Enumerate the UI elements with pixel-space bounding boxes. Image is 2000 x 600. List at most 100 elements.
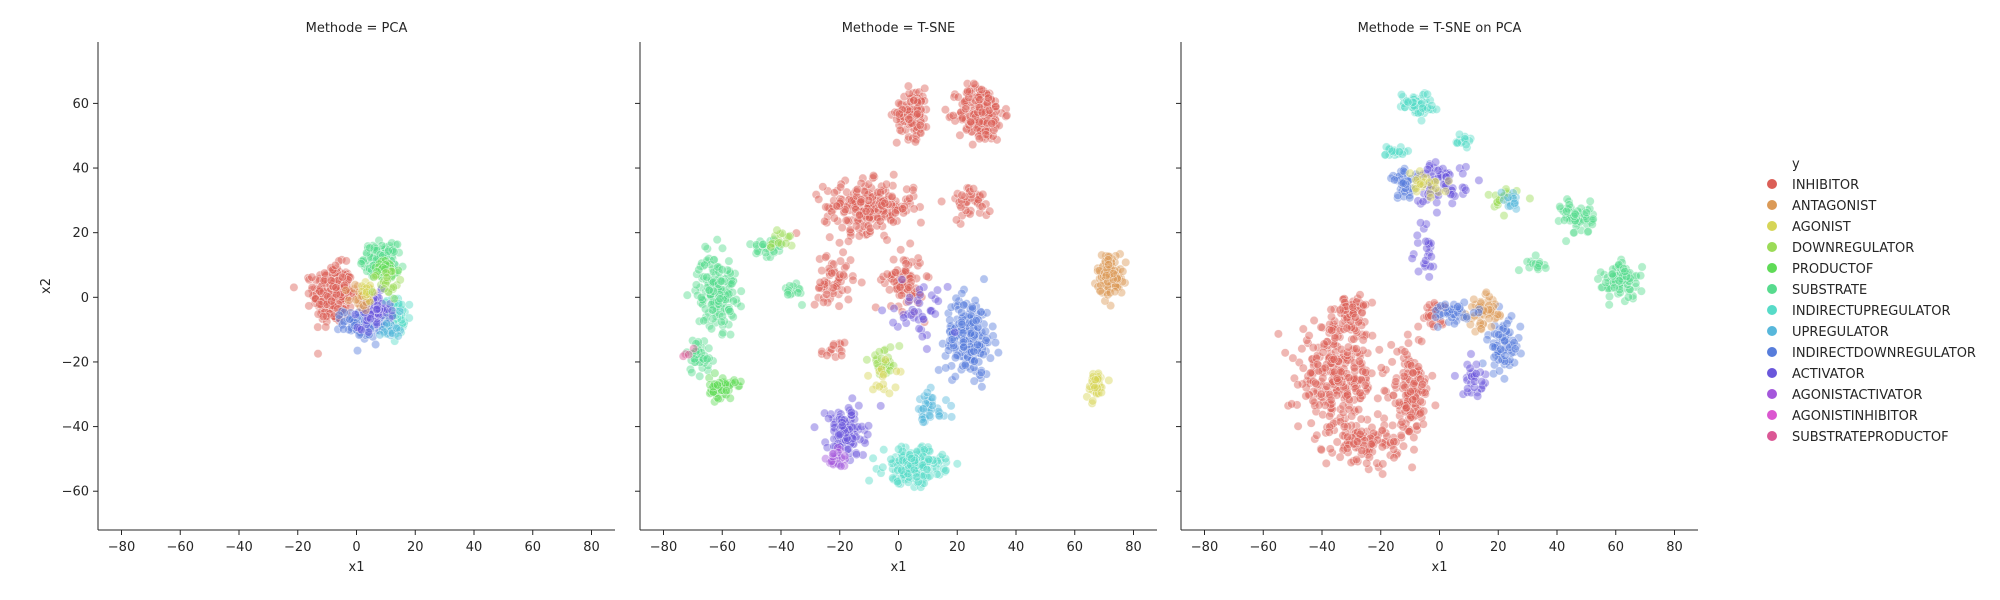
data-point <box>1418 197 1428 207</box>
data-point <box>1373 409 1383 419</box>
data-point <box>880 355 890 365</box>
data-point <box>1450 371 1460 381</box>
data-point <box>888 318 898 328</box>
data-point <box>1581 208 1591 218</box>
data-point <box>1431 183 1441 193</box>
data-point <box>374 236 384 246</box>
data-point <box>914 298 924 308</box>
data-point <box>864 476 874 486</box>
data-point <box>338 324 348 334</box>
y-tick-label: −20 <box>62 355 89 370</box>
data-point <box>1541 263 1551 273</box>
data-point <box>1473 391 1483 401</box>
data-point <box>1378 459 1388 469</box>
data-point <box>1327 325 1337 335</box>
data-point <box>1403 97 1413 107</box>
data-point <box>1412 230 1422 240</box>
data-point <box>304 301 314 311</box>
data-point <box>1298 363 1308 373</box>
data-point <box>1496 344 1506 354</box>
data-point <box>1614 276 1624 286</box>
data-point <box>977 382 987 392</box>
data-point <box>1308 343 1318 353</box>
data-point <box>341 256 351 266</box>
data-point <box>837 350 847 360</box>
legend-marker <box>1767 368 1777 378</box>
data-point <box>1090 375 1100 385</box>
data-point <box>1398 178 1408 188</box>
data-point <box>886 454 896 464</box>
data-point <box>895 125 905 135</box>
data-point <box>356 259 366 269</box>
data-point <box>961 104 971 114</box>
data-point <box>708 314 718 324</box>
data-point <box>1339 422 1349 432</box>
data-point <box>943 282 953 292</box>
data-point <box>694 265 704 275</box>
data-point <box>1593 274 1603 284</box>
legend-marker <box>1767 347 1777 357</box>
data-point <box>736 286 746 296</box>
data-point <box>379 284 389 294</box>
data-point <box>1430 400 1440 410</box>
data-point <box>884 388 894 398</box>
data-point <box>821 252 831 262</box>
data-point <box>1433 322 1443 332</box>
data-point <box>1335 452 1345 462</box>
points-layer <box>289 236 414 359</box>
data-point <box>829 213 839 223</box>
data-point <box>974 117 984 127</box>
data-point <box>1394 397 1404 407</box>
data-point <box>1378 469 1388 479</box>
data-point <box>365 243 375 253</box>
data-point <box>702 354 712 364</box>
data-point <box>1605 291 1615 301</box>
data-point <box>888 217 898 227</box>
data-point <box>840 451 850 461</box>
data-point <box>1404 426 1414 436</box>
data-point <box>969 356 979 366</box>
legend-marker <box>1767 179 1777 189</box>
x-tick-label: 60 <box>1066 540 1083 555</box>
data-point <box>905 239 915 249</box>
data-point <box>882 269 892 279</box>
data-point <box>366 314 376 324</box>
data-point <box>1458 169 1468 179</box>
data-point <box>736 301 746 311</box>
x-tick-label: 0 <box>894 540 902 555</box>
data-point <box>948 111 958 121</box>
data-point <box>987 119 997 129</box>
y-axis-label: x2 <box>39 278 54 294</box>
data-point <box>1585 196 1595 206</box>
data-point <box>1318 347 1328 357</box>
data-point <box>822 350 832 360</box>
data-point <box>1453 302 1463 312</box>
data-point <box>1637 262 1647 272</box>
data-point <box>781 238 791 248</box>
data-point <box>879 445 889 455</box>
legend-marker <box>1767 284 1777 294</box>
points-layer <box>1273 88 1647 479</box>
data-point <box>1404 338 1414 348</box>
data-point <box>1335 305 1345 315</box>
data-point <box>1297 344 1307 354</box>
data-point <box>1477 377 1487 387</box>
data-point <box>892 138 902 148</box>
data-point <box>1104 260 1114 270</box>
data-point <box>1407 462 1417 472</box>
data-point <box>687 367 697 377</box>
x-tick-label: 80 <box>1125 540 1142 555</box>
data-point <box>1476 324 1486 334</box>
data-point <box>320 268 330 278</box>
data-point <box>1312 359 1322 369</box>
data-point <box>328 265 338 275</box>
data-point <box>1469 308 1479 318</box>
data-point <box>971 316 981 326</box>
data-point <box>1357 446 1367 456</box>
data-point <box>712 380 722 390</box>
panel-0: Methode = PCA −80 −60 −40 −20 0 20 40 60 80 60 40 20… <box>39 21 615 575</box>
data-point <box>842 285 852 295</box>
data-point <box>307 272 317 282</box>
data-point <box>1413 322 1423 332</box>
data-point <box>1471 369 1481 379</box>
